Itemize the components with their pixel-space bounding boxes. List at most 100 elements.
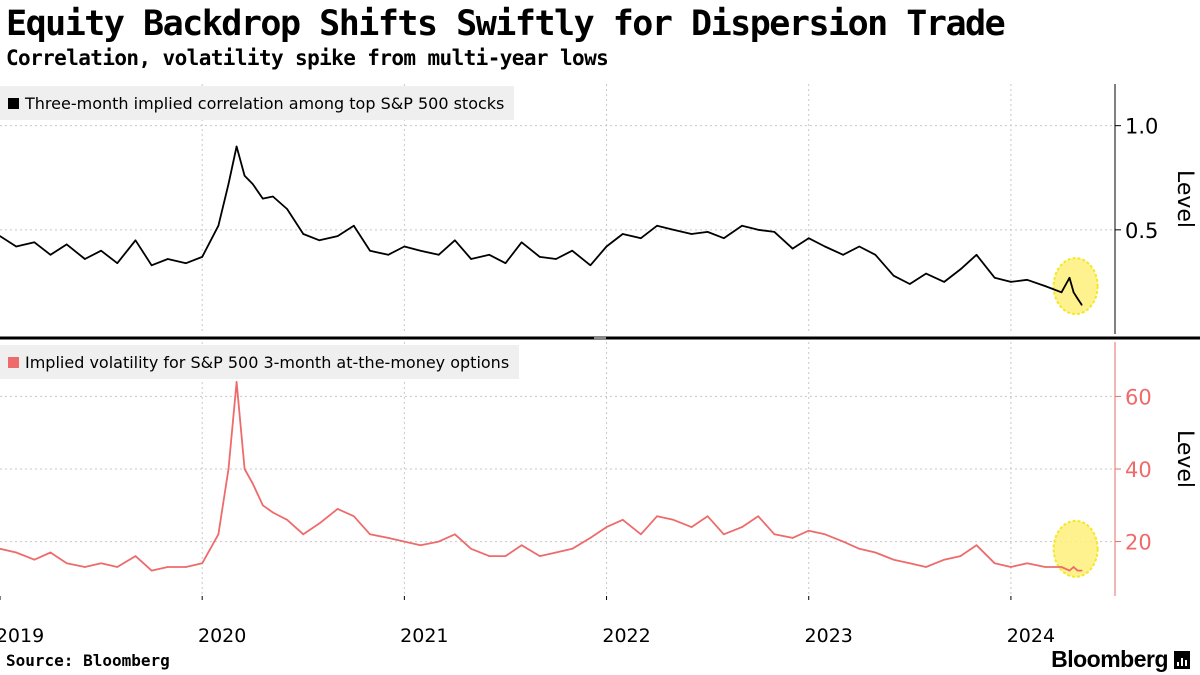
data-point-panel1: [539, 256, 541, 258]
data-point-panel2: [336, 508, 339, 510]
data-point-panel2: [892, 558, 895, 561]
data-point-panel1: [824, 245, 826, 248]
series-line-panel1: [0, 145, 1083, 306]
data-point-panel2: [555, 551, 557, 554]
data-point-panel2: [1080, 569, 1083, 572]
recent-spike-highlight-panel1: [1052, 257, 1099, 316]
data-point-panel2: [1076, 569, 1079, 572]
data-point-panel1: [134, 239, 137, 242]
y-tick-label-60-panel2: 60: [1125, 385, 1152, 409]
data-point-panel1: [1060, 291, 1063, 294]
data-point-panel1: [15, 245, 17, 248]
data-point-panel1: [1010, 281, 1012, 283]
data-point-panel2: [1026, 562, 1028, 565]
data-point-panel1: [65, 243, 68, 246]
data-point-panel2: [571, 548, 573, 550]
data-point-panel1: [100, 249, 102, 252]
data-point-panel2: [33, 558, 36, 561]
x-tick-label-2023: 2023: [805, 625, 853, 647]
data-point-panel2: [217, 533, 220, 536]
data-point-panel1: [227, 183, 230, 185]
data-point-panel2: [943, 558, 945, 561]
data-point-panel2: [419, 544, 422, 546]
series-line-panel2: [0, 381, 1082, 572]
data-point-panel2: [235, 381, 238, 383]
data-point-panel1: [909, 283, 911, 285]
data-point-panel2: [262, 504, 264, 507]
data-point-panel1: [1044, 285, 1047, 287]
data-point-panel1: [842, 254, 844, 256]
data-point-panel1: [943, 281, 945, 283]
x-tick-label-2020: 2020: [198, 625, 246, 647]
data-point-panel2: [387, 537, 389, 539]
data-point-panel2: [640, 533, 642, 536]
data-point-panel2: [1060, 566, 1063, 568]
recent-spike-highlight-panel2: [1052, 519, 1099, 578]
bloomberg-terminal-icon: [1174, 650, 1190, 669]
data-point-panel2: [621, 519, 624, 521]
data-point-panel2: [134, 555, 137, 557]
data-point-panel1: [690, 233, 693, 235]
data-point-panel1: [672, 229, 675, 231]
y-tick-label-1.0-panel1: 1.0: [1125, 115, 1158, 139]
data-point-panel1: [773, 231, 776, 233]
data-point-panel2: [539, 555, 541, 557]
data-point-panel2: [824, 533, 826, 536]
data-point-panel1: [1072, 291, 1075, 294]
data-point-panel1: [741, 224, 743, 227]
y-tick-label-20-panel2: 20: [1125, 531, 1152, 555]
data-point-panel1: [454, 239, 456, 242]
data-point-panel1: [1080, 304, 1083, 306]
data-point-panel1: [0, 235, 1, 237]
data-point-panel1: [975, 254, 978, 256]
data-point-panel1: [336, 235, 339, 237]
source-note: Source: Bloomberg: [6, 651, 170, 670]
data-point-panel2: [15, 551, 17, 554]
legend-label-volatility: Implied volatility for S&P 500 3-month a…: [25, 352, 510, 372]
data-point-panel2: [858, 548, 861, 550]
data-point-panel1: [520, 241, 523, 244]
data-point-panel2: [201, 562, 203, 565]
data-point-panel1: [504, 262, 507, 264]
data-point-panel1: [437, 254, 440, 256]
chart-title: Equity Backdrop Shifts Swiftly for Dispe…: [6, 4, 1006, 44]
data-point-panel2: [167, 566, 169, 568]
data-point-panel1: [369, 249, 371, 252]
data-point-panel1: [858, 245, 861, 248]
brand-logo: Bloomberg: [1051, 646, 1190, 673]
data-point-panel1: [1026, 279, 1028, 281]
y-tick-label-40-panel2: 40: [1125, 458, 1152, 482]
data-point-panel1: [387, 254, 389, 256]
data-point-panel1: [33, 241, 36, 244]
data-point-panel2: [100, 562, 102, 565]
data-point-panel2: [454, 533, 456, 536]
data-point-panel2: [741, 526, 743, 528]
data-point-panel2: [504, 555, 507, 557]
data-point-panel1: [84, 258, 86, 260]
data-point-panel2: [227, 468, 230, 470]
data-point-panel1: [807, 237, 810, 239]
data-point-panel1: [185, 262, 187, 264]
data-point-panel2: [672, 519, 675, 521]
data-point-panel2: [272, 511, 274, 514]
data-point-panel2: [520, 544, 523, 546]
data-point-panel2: [49, 551, 52, 554]
data-point-panel2: [690, 526, 693, 528]
data-point-panel2: [656, 515, 658, 517]
data-point-panel1: [272, 195, 274, 198]
data-point-panel2: [437, 540, 440, 543]
data-point-panel2: [1068, 569, 1071, 572]
legend-label-correlation: Three-month implied correlation among to…: [25, 93, 505, 113]
legend-correlation: Three-month implied correlation among to…: [0, 86, 515, 120]
y-axis-label-panel1: Level: [1172, 170, 1197, 228]
data-point-panel2: [605, 526, 608, 528]
y-tick-label-0.5-panel1: 0.5: [1125, 219, 1158, 243]
data-point-panel2: [116, 566, 119, 568]
legend-swatch-volatility: [8, 356, 19, 368]
data-point-panel2: [909, 562, 911, 565]
data-point-panel2: [807, 529, 810, 532]
x-tick-label-2021: 2021: [400, 625, 448, 647]
data-point-panel2: [286, 519, 288, 521]
data-point-panel2: [706, 515, 709, 517]
data-point-panel1: [150, 264, 153, 267]
